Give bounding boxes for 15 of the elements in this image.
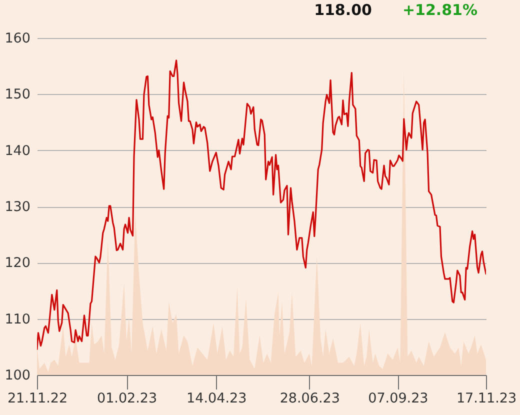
- y-tick-label: 160: [4, 30, 30, 46]
- y-tick-label: 140: [4, 142, 30, 159]
- x-tick-label: 17.11.23: [456, 390, 517, 406]
- y-tick-label: 110: [4, 311, 30, 328]
- text: 118.00: [314, 1, 372, 19]
- text: +12.81%: [402, 1, 478, 19]
- y-tick-label: 100: [4, 368, 30, 384]
- y-tick-label: 120: [4, 255, 30, 272]
- x-tick-label: 28.06.23: [280, 390, 340, 406]
- y-tick-label: 130: [4, 199, 30, 215]
- x-tick-label: 21.11.22: [7, 390, 68, 406]
- x-tick-label: 01.02.23: [96, 390, 158, 406]
- y-tick-label: 150: [4, 86, 30, 103]
- x-tick-label: 07.09.23: [368, 390, 428, 406]
- x-tick-label: 14.04.23: [186, 390, 247, 406]
